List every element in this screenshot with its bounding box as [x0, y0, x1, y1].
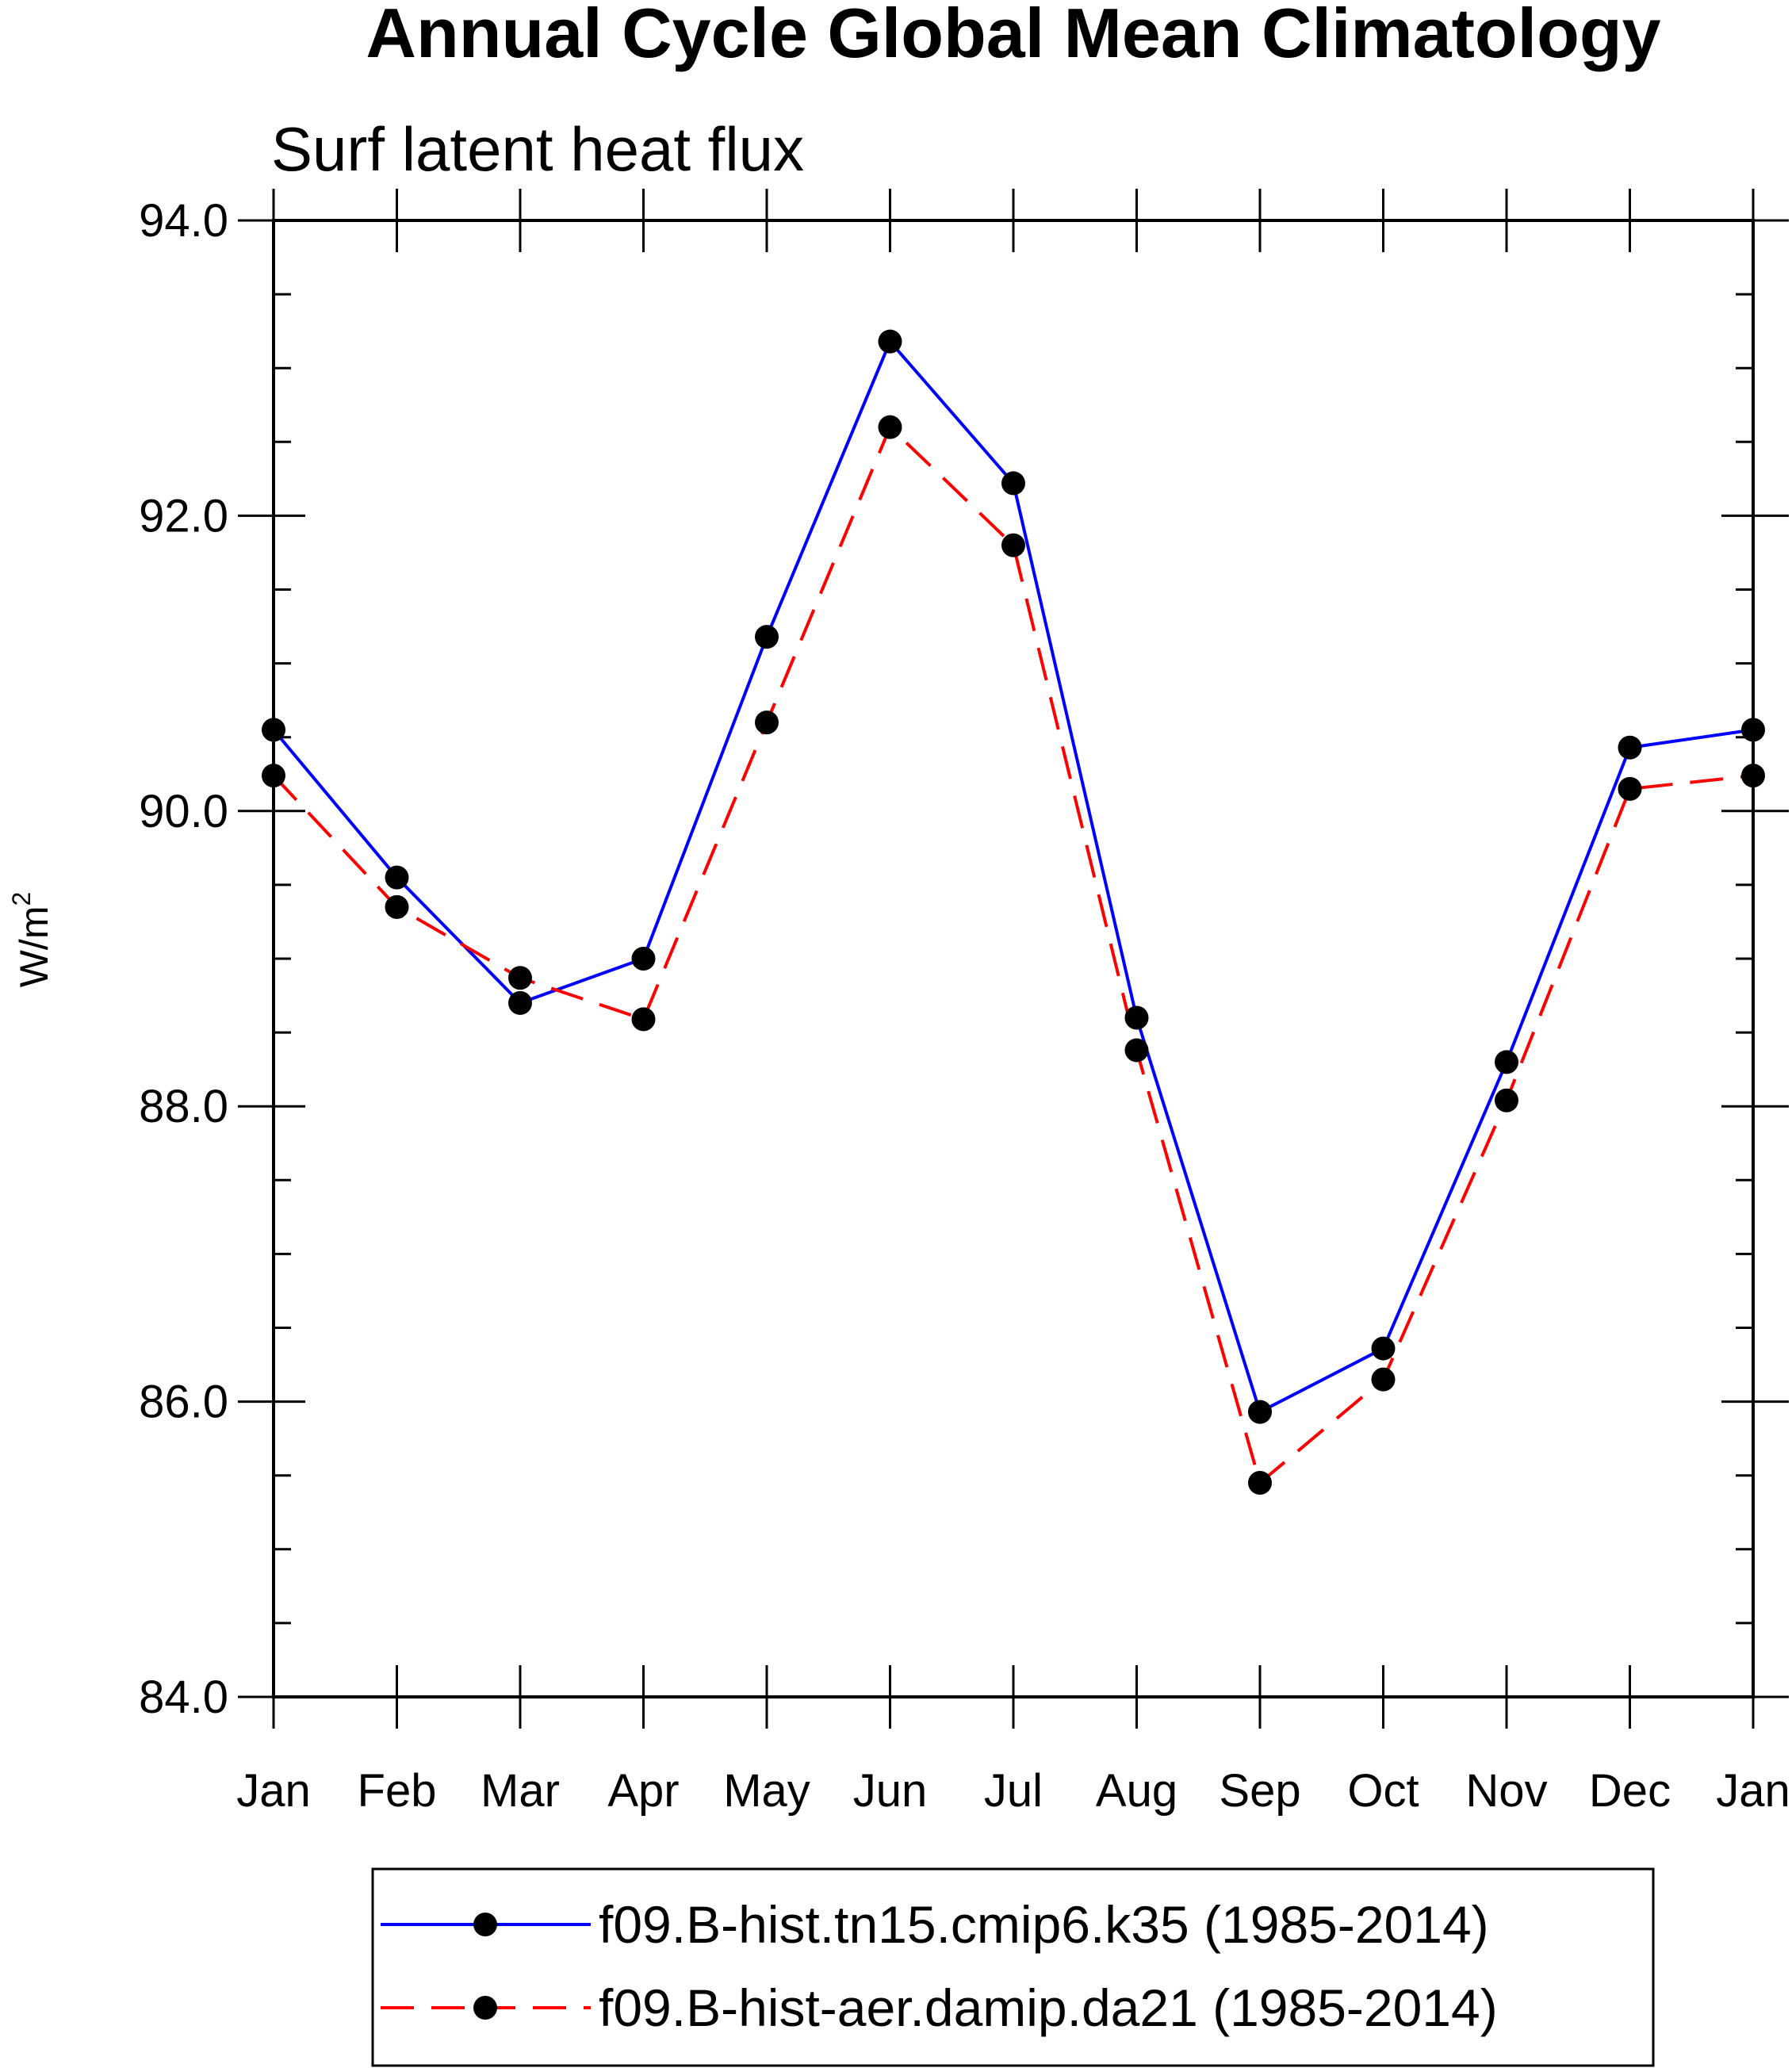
- legend-marker-sample: [473, 1996, 497, 2020]
- legend-label: f09.B-hist.tn15.cmip6.k35 (1985-2014): [599, 1895, 1489, 1954]
- chart-subtitle: Surf latent heat flux: [271, 114, 804, 184]
- y-tick-label: 86.0: [139, 1377, 228, 1428]
- chart-title: Annual Cycle Global Mean Climatology: [366, 0, 1660, 72]
- data-point-series-2: [1124, 1038, 1149, 1063]
- axis-ticks: [238, 189, 1789, 1729]
- data-point-series-1: [755, 625, 779, 649]
- legend-marker-sample: [473, 1913, 497, 1936]
- data-point-series-1: [878, 329, 902, 354]
- x-tick-label: Nov: [1465, 1765, 1547, 1817]
- data-point-series-1: [631, 947, 656, 971]
- x-tick-label: Jan: [1716, 1765, 1790, 1817]
- legend-box: [371, 1867, 1655, 2067]
- legend-entry-1: f09.B-hist.tn15.cmip6.k35 (1985-2014): [381, 1895, 1489, 1954]
- data-point-series-2: [1371, 1367, 1396, 1392]
- data-point-series-2: [508, 966, 532, 990]
- x-tick-label: Oct: [1347, 1765, 1419, 1817]
- x-tick-label: Sep: [1219, 1765, 1300, 1817]
- plot-frame: [272, 219, 1755, 1698]
- data-point-series-2: [1495, 1088, 1518, 1113]
- data-point-series-1: [1124, 1005, 1149, 1030]
- y-axis-label-superscript: 2: [7, 892, 36, 906]
- x-tick-label: Apr: [607, 1765, 679, 1817]
- y-tick-labels: 84.0 86.0 88.0 90.0 92.0 94.0: [139, 195, 228, 1723]
- series-lines: [272, 339, 1754, 1485]
- data-point-series-1: [1618, 735, 1642, 760]
- series-markers: [262, 329, 1765, 1495]
- x-tick-label: Jun: [853, 1765, 928, 1817]
- y-axis-label: W/m2: [7, 892, 56, 988]
- data-point-series-2: [1001, 533, 1025, 557]
- series-line-1: [272, 339, 1754, 1414]
- y-tick-label: 90.0: [139, 786, 228, 837]
- data-point-series-1: [385, 865, 409, 890]
- data-point-series-2: [755, 710, 779, 735]
- x-tick-label: Jul: [984, 1765, 1043, 1817]
- y-tick-label: 94.0: [139, 195, 228, 247]
- data-point-series-2: [631, 1007, 656, 1032]
- series-line-2: [272, 425, 1754, 1485]
- legend: f09.B-hist.tn15.cmip6.k35 (1985-2014) f09…: [371, 1867, 1655, 2067]
- data-point-series-2: [1248, 1471, 1272, 1495]
- x-tick-label: Mar: [481, 1765, 560, 1817]
- data-point-series-2: [878, 415, 902, 439]
- data-point-series-1: [508, 990, 532, 1015]
- y-tick-label: 84.0: [139, 1672, 228, 1723]
- data-point-series-2: [385, 894, 409, 919]
- y-tick-label: 88.0: [139, 1081, 228, 1132]
- svg-text:W/m2: W/m2: [7, 892, 56, 988]
- y-tick-label: 92.0: [139, 490, 228, 542]
- legend-label: f09.B-hist-aer.damip.da21 (1985-2014): [599, 1978, 1498, 2037]
- data-point-series-2: [1618, 776, 1642, 801]
- x-tick-label: Feb: [358, 1765, 437, 1817]
- x-tick-label: Jan: [236, 1765, 311, 1817]
- x-tick-label: May: [723, 1765, 810, 1817]
- x-tick-label: Aug: [1096, 1765, 1177, 1817]
- y-axis-label-text: W/m: [12, 906, 56, 988]
- data-point-series-1: [1495, 1050, 1518, 1074]
- legend-entry-2: f09.B-hist-aer.damip.da21 (1985-2014): [381, 1978, 1498, 2037]
- data-point-series-1: [1001, 471, 1025, 496]
- data-point-series-1: [1371, 1336, 1396, 1361]
- x-tick-labels: Jan Feb Mar Apr May Jun Jul Aug Sep Oct Nov Dec Jan: [236, 1765, 1790, 1817]
- x-tick-label: Dec: [1589, 1765, 1671, 1817]
- data-point-series-1: [1248, 1400, 1272, 1424]
